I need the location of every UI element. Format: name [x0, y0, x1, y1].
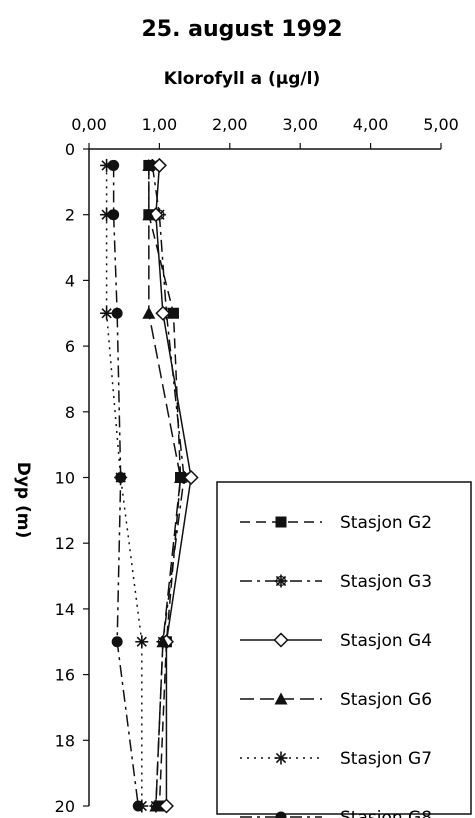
y-tick-label: 0: [65, 140, 75, 159]
y-tick-labels: 0 2 4 6 8 10 12 14 16 18 20: [55, 140, 89, 816]
x-tick-label: 5,00: [423, 115, 459, 134]
x-tick-label: 0,00: [71, 115, 107, 134]
data-point-marker: [132, 800, 144, 812]
data-point-marker: [274, 574, 288, 588]
y-tick-label: 8: [65, 403, 75, 422]
y-tick-label: 16: [55, 666, 75, 685]
series-stasjon-g7: [100, 158, 149, 813]
y-tick-label: 6: [65, 337, 75, 356]
chart-title: 25. august 1992: [141, 17, 342, 42]
y-tick-label: 18: [55, 731, 75, 750]
data-point-marker: [156, 635, 170, 648]
data-point-marker: [274, 751, 288, 765]
legend-item: Stasjon G4: [240, 631, 432, 651]
y-tick-label: 14: [55, 600, 75, 619]
legend-label: Stasjon G8: [340, 808, 432, 818]
series-stasjon-g4: [148, 157, 199, 814]
data-point-marker: [149, 799, 163, 812]
legend-label: Stasjon G7: [340, 749, 432, 769]
x-tick-label: 3,00: [282, 115, 318, 134]
series-line: [112, 165, 140, 807]
series-line: [155, 165, 192, 806]
y-tick-label: 20: [55, 797, 75, 816]
legend-item: Stasjon G3: [240, 572, 432, 592]
x-tick-labels: 0,00 1,00 2,00 3,00 4,00 5,00: [71, 115, 459, 149]
series-stasjon-g6: [142, 158, 188, 812]
y-tick-label: 4: [65, 271, 75, 290]
data-point-marker: [142, 158, 156, 171]
y-axis-label: Dyp (m): [13, 462, 33, 539]
data-point-marker: [275, 811, 287, 818]
data-point-marker: [142, 208, 156, 221]
data-point-marker: [274, 692, 288, 705]
data-point-marker: [115, 472, 127, 483]
data-point-marker: [183, 469, 199, 486]
series-line: [105, 165, 143, 806]
legend-label: Stasjon G2: [340, 513, 432, 533]
legend-box: [216, 481, 472, 815]
data-point-marker: [167, 307, 179, 319]
data-point-marker: [273, 632, 289, 648]
legend-item: Stasjon G2: [240, 513, 432, 533]
series-stasjon-g8: [108, 159, 144, 812]
data-point-marker: [155, 305, 171, 321]
legend-item: Stasjon G6: [240, 690, 432, 710]
series-layer: [100, 157, 199, 814]
series-line: [148, 165, 182, 807]
x-tick-label: 1,00: [142, 115, 178, 134]
legend-label: Stasjon G6: [340, 690, 432, 710]
y-tick-label: 2: [65, 206, 75, 225]
data-point-marker: [275, 516, 287, 528]
legend: Stasjon G2 Stasjon G3 Stasjon G4 Stasjon G6…: [216, 481, 472, 818]
data-point-marker: [158, 798, 175, 814]
data-point-marker: [111, 307, 123, 319]
data-point-marker: [151, 157, 167, 173]
x-tick-label: 2,00: [212, 115, 248, 134]
legend-label: Stasjon G4: [340, 631, 432, 651]
data-point-marker: [100, 306, 114, 320]
data-point-marker: [108, 159, 120, 171]
legend-item: Stasjon G7: [240, 749, 432, 769]
data-point-marker: [135, 635, 149, 649]
x-axis-label: Klorofyll a (µg/l): [164, 69, 320, 89]
y-tick-label: 12: [55, 534, 75, 553]
data-point-marker: [108, 209, 120, 221]
legend-item: Stasjon G8: [240, 808, 432, 818]
series-stasjon-g3: [145, 158, 191, 813]
x-tick-label: 4,00: [353, 115, 389, 134]
series-line: [148, 165, 182, 807]
data-point-marker: [174, 471, 188, 483]
data-point-marker: [142, 306, 156, 319]
legend-label: Stasjon G3: [340, 572, 432, 592]
y-tick-label: 10: [55, 469, 75, 488]
data-point-marker: [111, 636, 123, 648]
